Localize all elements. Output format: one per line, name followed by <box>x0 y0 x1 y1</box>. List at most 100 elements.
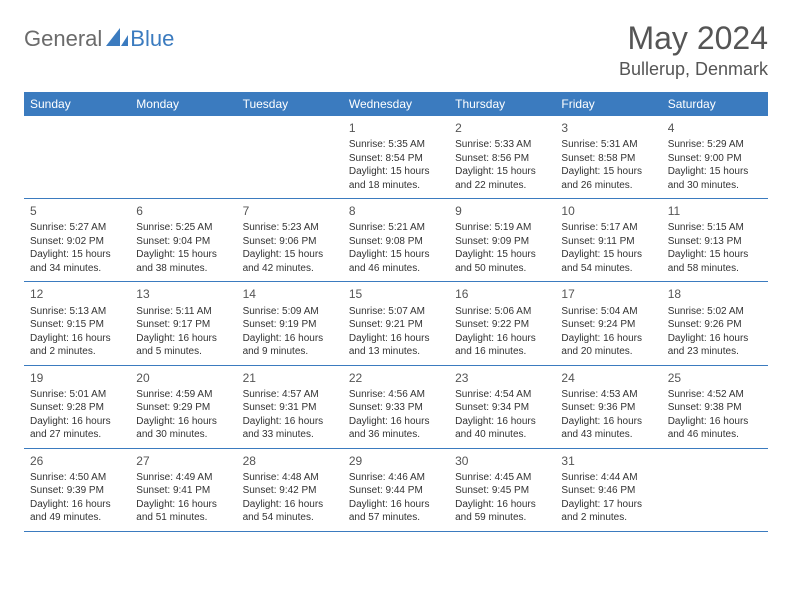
daylight-line: Daylight: 16 hours and 49 minutes. <box>30 498 124 525</box>
week-row: 26Sunrise: 4:50 AMSunset: 9:39 PMDayligh… <box>24 449 768 532</box>
day-cell: 11Sunrise: 5:15 AMSunset: 9:13 PMDayligh… <box>662 199 768 281</box>
day-number: 25 <box>668 370 762 386</box>
sunrise-line: Sunrise: 5:04 AM <box>561 305 655 319</box>
day-cell: 2 Sunrise: 5:33 AMSunset: 8:56 PMDaylight… <box>449 116 555 198</box>
sunset-line: Sunset: 9:17 PM <box>136 318 230 332</box>
day-cell <box>237 116 343 198</box>
sunset-line: Sunset: 9:26 PM <box>668 318 762 332</box>
sunset-line: Sunset: 9:34 PM <box>455 401 549 415</box>
day-number: 19 <box>30 370 124 386</box>
sunrise-line: Sunrise: 5:15 AM <box>668 221 762 235</box>
day-number: 15 <box>349 286 443 302</box>
sunrise-line: Sunrise: 4:46 AM <box>349 471 443 485</box>
day-number: 27 <box>136 453 230 469</box>
day-cell: 24Sunrise: 4:53 AMSunset: 9:36 PMDayligh… <box>555 366 661 448</box>
daylight-line: Daylight: 15 hours and 30 minutes. <box>668 165 762 192</box>
sunset-line: Sunset: 9:24 PM <box>561 318 655 332</box>
sunset-line: Sunset: 9:02 PM <box>30 235 124 249</box>
sunrise-line: Sunrise: 5:33 AM <box>455 138 549 152</box>
daylight-line: Daylight: 15 hours and 42 minutes. <box>243 248 337 275</box>
daylight-line: Daylight: 16 hours and 5 minutes. <box>136 332 230 359</box>
weekday-header: Monday <box>130 92 236 116</box>
logo-sail-icon <box>106 26 128 52</box>
daylight-line: Daylight: 16 hours and 20 minutes. <box>561 332 655 359</box>
day-number: 4 <box>668 120 762 136</box>
month-title: May 2024 <box>619 20 768 57</box>
sunset-line: Sunset: 9:33 PM <box>349 401 443 415</box>
day-cell: 29Sunrise: 4:46 AMSunset: 9:44 PMDayligh… <box>343 449 449 531</box>
sunrise-line: Sunrise: 5:09 AM <box>243 305 337 319</box>
sunrise-line: Sunrise: 5:35 AM <box>349 138 443 152</box>
daylight-line: Daylight: 16 hours and 59 minutes. <box>455 498 549 525</box>
sunset-line: Sunset: 9:22 PM <box>455 318 549 332</box>
logo-text-part1: General <box>24 26 102 52</box>
sunrise-line: Sunrise: 4:52 AM <box>668 388 762 402</box>
sunrise-line: Sunrise: 5:23 AM <box>243 221 337 235</box>
day-cell: 12Sunrise: 5:13 AMSunset: 9:15 PMDayligh… <box>24 282 130 364</box>
sunset-line: Sunset: 9:21 PM <box>349 318 443 332</box>
daylight-line: Daylight: 16 hours and 23 minutes. <box>668 332 762 359</box>
day-number: 8 <box>349 203 443 219</box>
daylight-line: Daylight: 15 hours and 38 minutes. <box>136 248 230 275</box>
day-cell <box>130 116 236 198</box>
day-number: 29 <box>349 453 443 469</box>
day-cell: 31Sunrise: 4:44 AMSunset: 9:46 PMDayligh… <box>555 449 661 531</box>
sunrise-line: Sunrise: 4:44 AM <box>561 471 655 485</box>
daylight-line: Daylight: 15 hours and 34 minutes. <box>30 248 124 275</box>
day-cell: 14Sunrise: 5:09 AMSunset: 9:19 PMDayligh… <box>237 282 343 364</box>
weekday-header: Friday <box>555 92 661 116</box>
sunset-line: Sunset: 9:31 PM <box>243 401 337 415</box>
day-cell <box>24 116 130 198</box>
logo: General Blue <box>24 26 174 52</box>
day-number: 2 <box>455 120 549 136</box>
week-row: 19Sunrise: 5:01 AMSunset: 9:28 PMDayligh… <box>24 366 768 449</box>
sunset-line: Sunset: 9:45 PM <box>455 484 549 498</box>
sunrise-line: Sunrise: 4:53 AM <box>561 388 655 402</box>
day-cell: 8Sunrise: 5:21 AMSunset: 9:08 PMDaylight… <box>343 199 449 281</box>
sunrise-line: Sunrise: 4:49 AM <box>136 471 230 485</box>
daylight-line: Daylight: 15 hours and 58 minutes. <box>668 248 762 275</box>
sunrise-line: Sunrise: 5:29 AM <box>668 138 762 152</box>
sunrise-line: Sunrise: 5:02 AM <box>668 305 762 319</box>
day-number: 17 <box>561 286 655 302</box>
sunset-line: Sunset: 9:04 PM <box>136 235 230 249</box>
sunrise-line: Sunrise: 5:06 AM <box>455 305 549 319</box>
daylight-line: Daylight: 16 hours and 46 minutes. <box>668 415 762 442</box>
sunset-line: Sunset: 9:29 PM <box>136 401 230 415</box>
day-cell: 19Sunrise: 5:01 AMSunset: 9:28 PMDayligh… <box>24 366 130 448</box>
title-block: May 2024 Bullerup, Denmark <box>619 20 768 80</box>
day-cell: 27Sunrise: 4:49 AMSunset: 9:41 PMDayligh… <box>130 449 236 531</box>
sunrise-line: Sunrise: 5:21 AM <box>349 221 443 235</box>
sunrise-line: Sunrise: 5:17 AM <box>561 221 655 235</box>
sunrise-line: Sunrise: 5:27 AM <box>30 221 124 235</box>
daylight-line: Daylight: 16 hours and 57 minutes. <box>349 498 443 525</box>
daylight-line: Daylight: 15 hours and 22 minutes. <box>455 165 549 192</box>
day-cell: 21Sunrise: 4:57 AMSunset: 9:31 PMDayligh… <box>237 366 343 448</box>
sunrise-line: Sunrise: 5:19 AM <box>455 221 549 235</box>
day-cell: 30Sunrise: 4:45 AMSunset: 9:45 PMDayligh… <box>449 449 555 531</box>
day-number: 20 <box>136 370 230 386</box>
day-cell: 20Sunrise: 4:59 AMSunset: 9:29 PMDayligh… <box>130 366 236 448</box>
daylight-line: Daylight: 15 hours and 18 minutes. <box>349 165 443 192</box>
day-cell: 10Sunrise: 5:17 AMSunset: 9:11 PMDayligh… <box>555 199 661 281</box>
location-label: Bullerup, Denmark <box>619 59 768 80</box>
day-cell: 16Sunrise: 5:06 AMSunset: 9:22 PMDayligh… <box>449 282 555 364</box>
daylight-line: Daylight: 15 hours and 50 minutes. <box>455 248 549 275</box>
sunset-line: Sunset: 9:46 PM <box>561 484 655 498</box>
day-number: 22 <box>349 370 443 386</box>
daylight-line: Daylight: 15 hours and 54 minutes. <box>561 248 655 275</box>
daylight-line: Daylight: 16 hours and 30 minutes. <box>136 415 230 442</box>
day-cell: 13Sunrise: 5:11 AMSunset: 9:17 PMDayligh… <box>130 282 236 364</box>
daylight-line: Daylight: 16 hours and 2 minutes. <box>30 332 124 359</box>
day-cell: 9Sunrise: 5:19 AMSunset: 9:09 PMDaylight… <box>449 199 555 281</box>
daylight-line: Daylight: 16 hours and 27 minutes. <box>30 415 124 442</box>
sunset-line: Sunset: 9:11 PM <box>561 235 655 249</box>
day-number: 28 <box>243 453 337 469</box>
day-number: 3 <box>561 120 655 136</box>
sunset-line: Sunset: 9:28 PM <box>30 401 124 415</box>
day-number: 5 <box>30 203 124 219</box>
daylight-line: Daylight: 16 hours and 51 minutes. <box>136 498 230 525</box>
day-number: 12 <box>30 286 124 302</box>
sunset-line: Sunset: 8:56 PM <box>455 152 549 166</box>
daylight-line: Daylight: 16 hours and 36 minutes. <box>349 415 443 442</box>
